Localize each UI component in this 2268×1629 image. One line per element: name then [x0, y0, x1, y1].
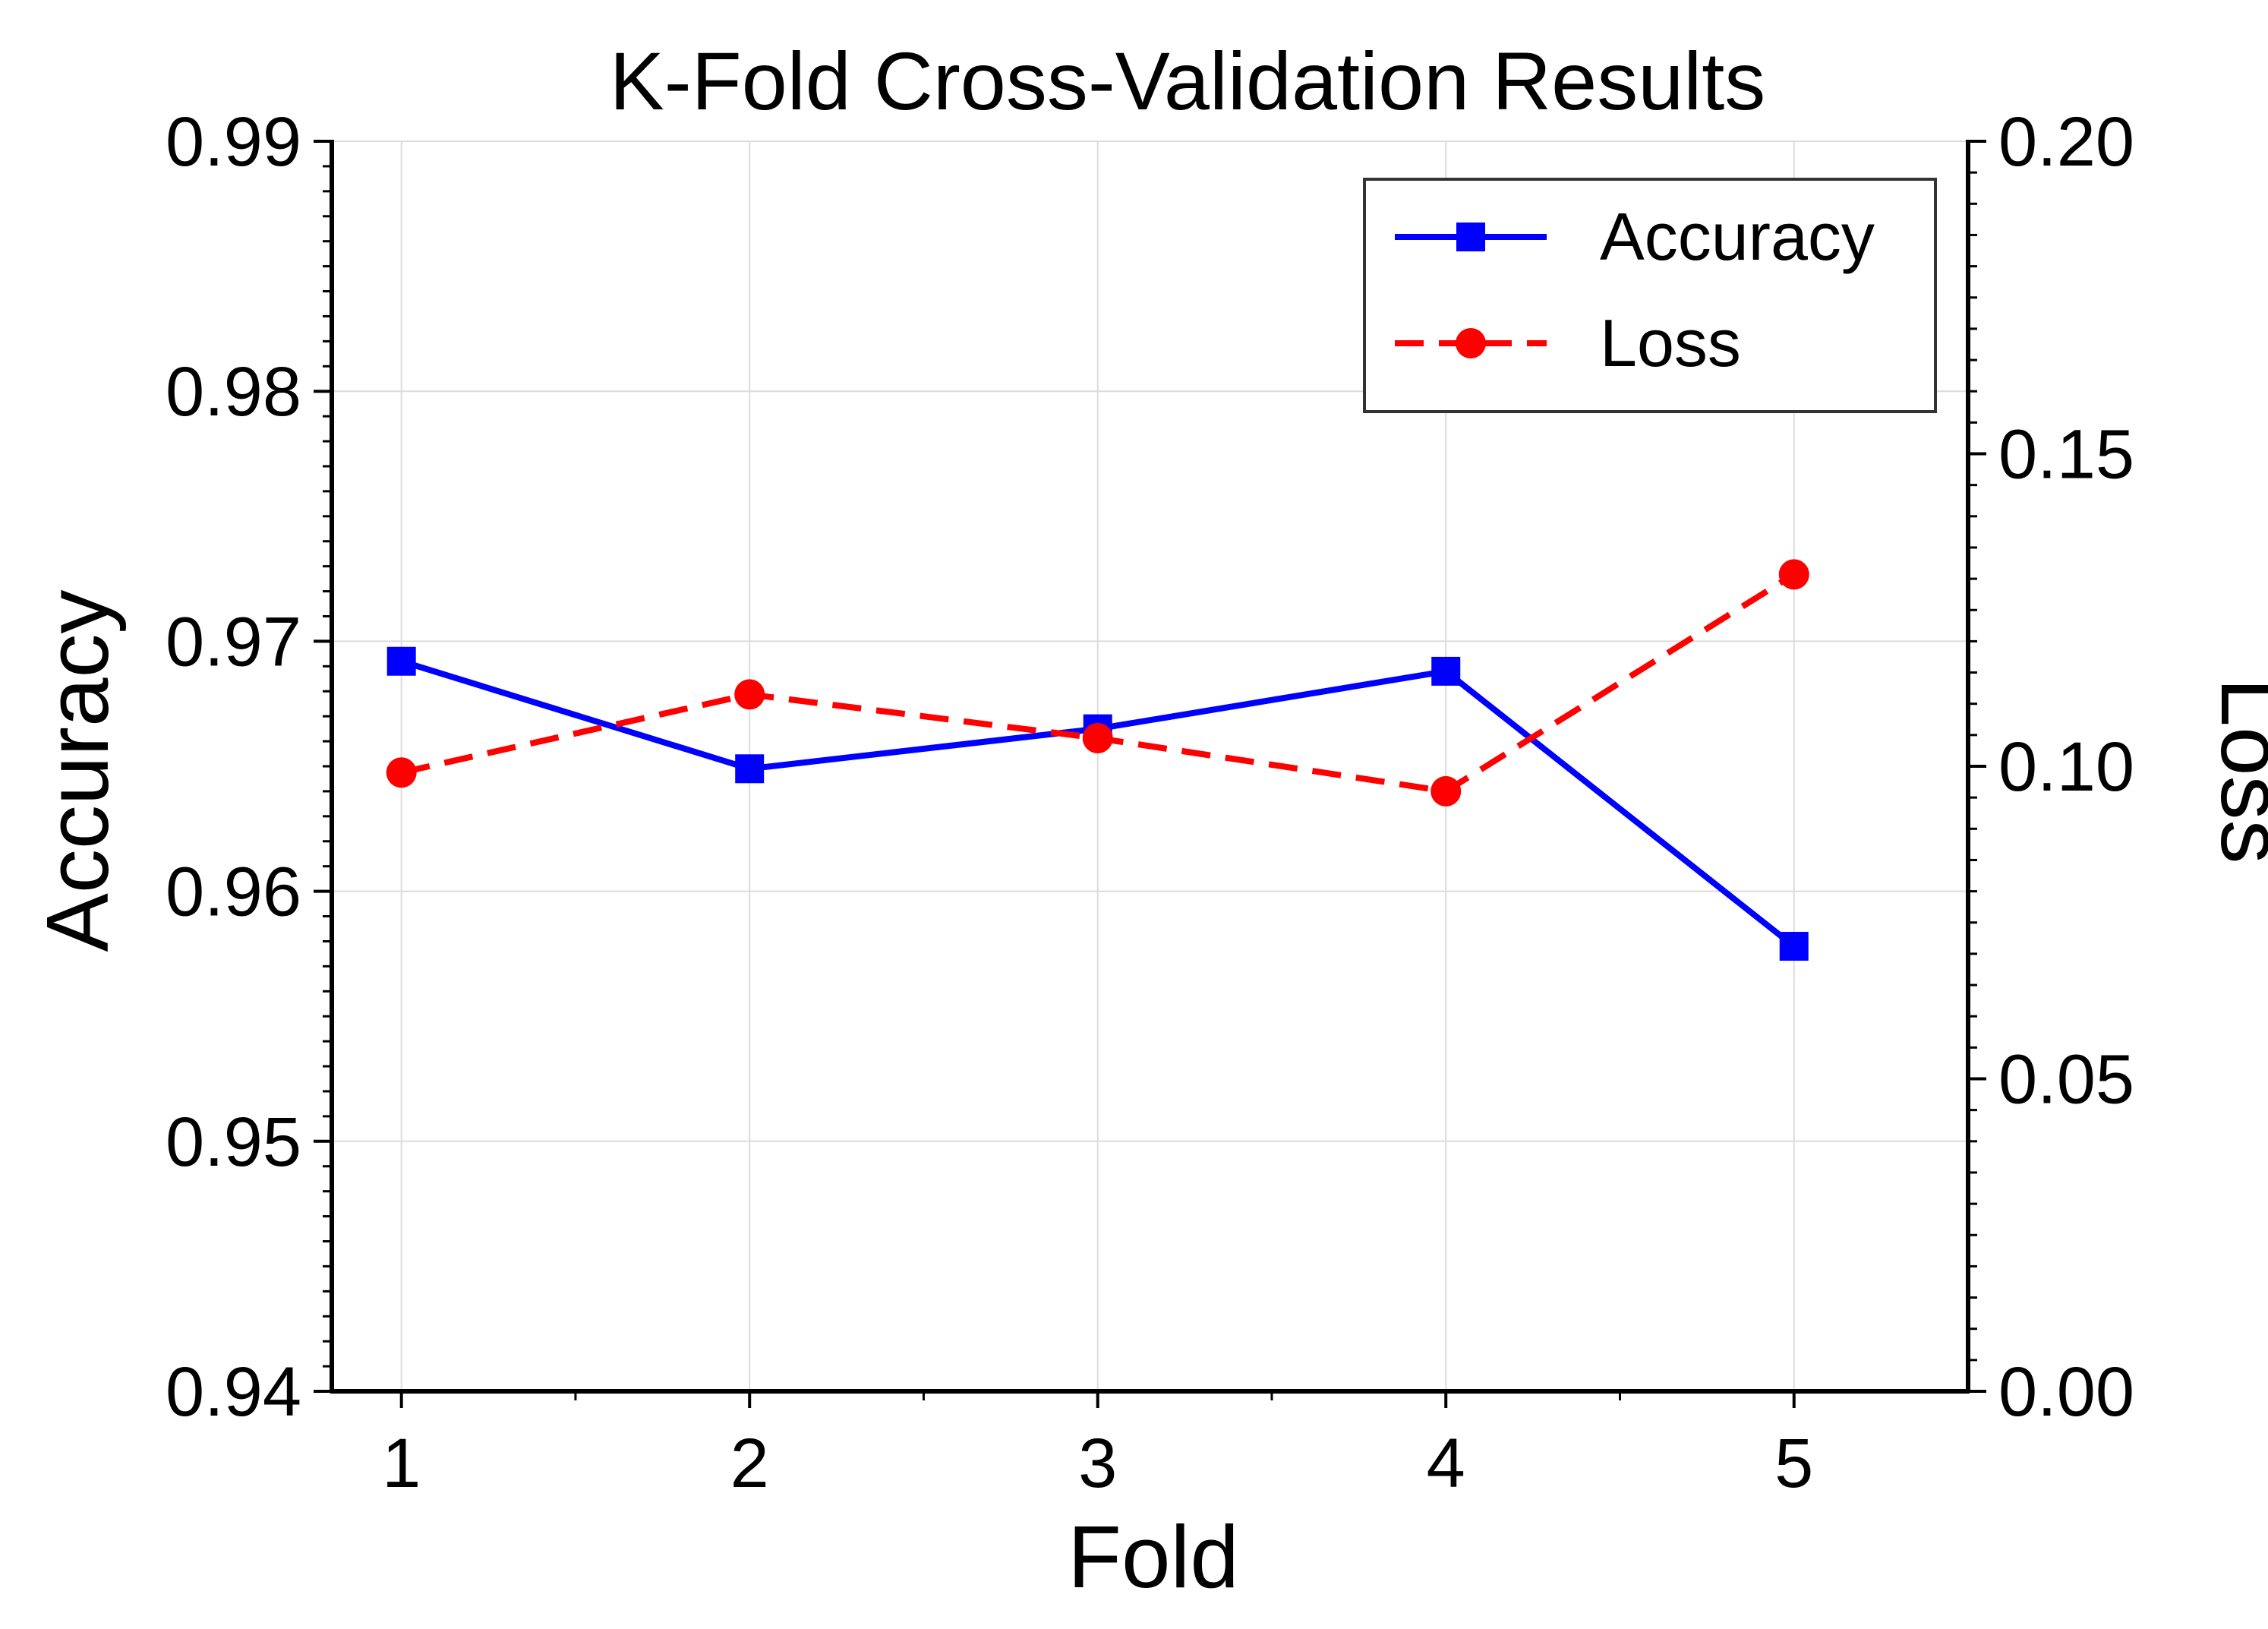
y-tick-label-left: 0.98: [166, 353, 301, 431]
axes: 1 2 3 4 5 0.94 0.95 0.96 0.97 0.98 0.99 0.00 0.05 0.1…: [166, 103, 2134, 1502]
legend-marker-accuracy: [1456, 223, 1485, 251]
y-tick-label-left: 0.94: [166, 1353, 301, 1431]
data-point-accuracy: [386, 646, 416, 676]
x-tick-label: 5: [1774, 1425, 1813, 1502]
legend-label-accuracy: Accuracy: [1600, 199, 1875, 274]
y-axis-label-left: Accuracy: [28, 589, 127, 952]
y-tick-label-right: 0.05: [1998, 1041, 2134, 1119]
y-tick-label-left: 0.96: [166, 854, 301, 931]
data-point-accuracy: [1431, 656, 1461, 686]
x-tick-label: 4: [1427, 1425, 1465, 1502]
y-tick-label-right: 0.20: [1998, 103, 2134, 181]
legend-marker-loss: [1456, 328, 1486, 358]
data-point-accuracy: [735, 754, 765, 784]
y-tick-label-right: 0.00: [1998, 1353, 2134, 1431]
chart-title: K-Fold Cross-Validation Results: [610, 35, 1766, 127]
data-point-loss: [386, 757, 417, 788]
y-tick-label-left: 0.95: [166, 1103, 301, 1181]
data-point-loss: [1431, 775, 1462, 807]
x-tick-label: 1: [382, 1425, 421, 1502]
x-axis-label: Fold: [1068, 1507, 1239, 1606]
legend-box: [1363, 178, 1937, 413]
series-layer: [386, 559, 1809, 961]
x-tick-label: 2: [730, 1425, 769, 1502]
legend-label-loss: Loss: [1600, 305, 1741, 380]
x-tick-label: 3: [1078, 1425, 1117, 1502]
y-axis-label-right: Loss: [2203, 677, 2268, 863]
data-point-accuracy: [1779, 932, 1809, 961]
data-point-loss: [1778, 559, 1809, 590]
y-tick-label-right: 0.10: [1998, 728, 2134, 806]
y-tick-label-left: 0.99: [166, 103, 301, 181]
y-tick-label-left: 0.97: [166, 603, 301, 680]
data-point-loss: [1082, 722, 1113, 753]
data-point-loss: [734, 679, 765, 710]
y-tick-label-right: 0.15: [1998, 416, 2134, 494]
legend: Accuracy Loss: [1363, 178, 1937, 413]
